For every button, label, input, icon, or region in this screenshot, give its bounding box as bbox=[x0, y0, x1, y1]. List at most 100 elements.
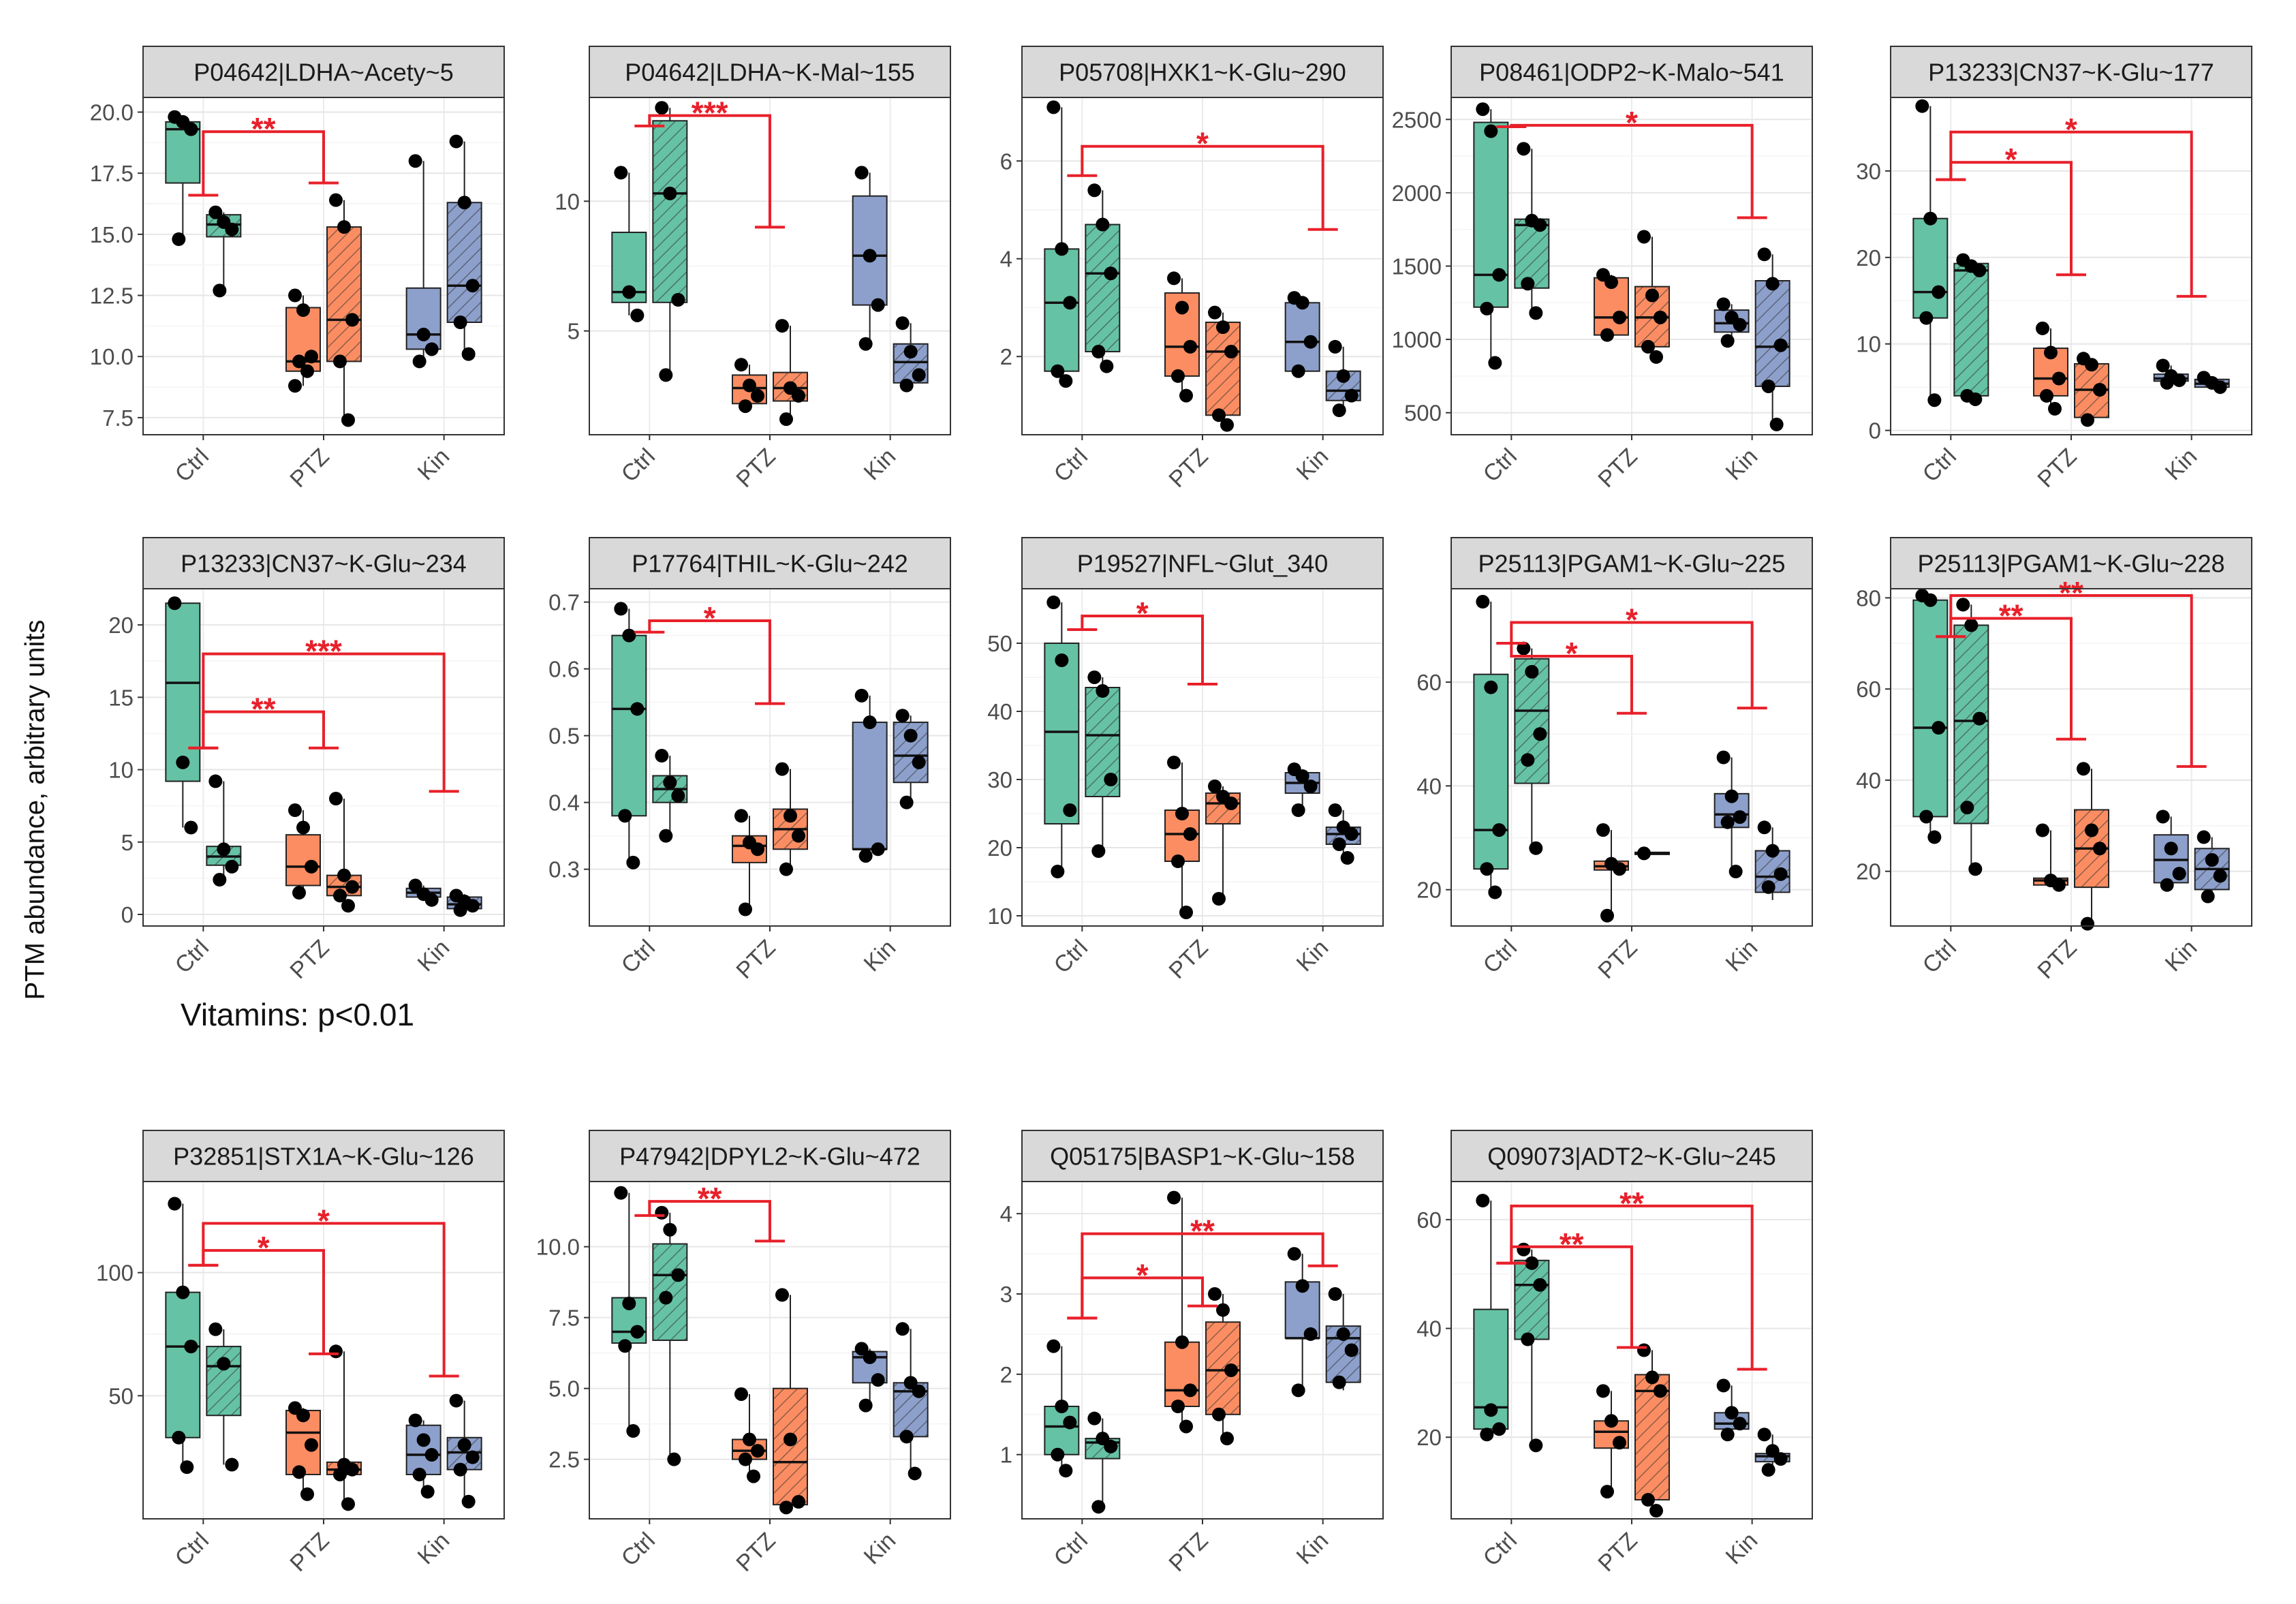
ctrl-hatched-hatching bbox=[653, 121, 687, 303]
y-axis-label: PTM abundance, arbitrary units bbox=[20, 619, 50, 1000]
panel-9: P25113|PGAM1~K-Glu~225 20 40 60 * * Ctrl PTZ Kin bbox=[1416, 537, 1813, 984]
ctrl-hatched-point bbox=[655, 101, 669, 115]
panel-strip bbox=[1021, 46, 1384, 98]
x-tick-label-kin: Kin bbox=[413, 935, 455, 977]
ctrl-hatched-point bbox=[213, 283, 227, 298]
ctrl-hatched-point bbox=[1972, 263, 1987, 277]
ptz-hatched-point bbox=[2093, 842, 2107, 856]
panel-strip bbox=[1890, 46, 2252, 98]
panel-title: Q09073|ADT2~K-Glu~245 bbox=[1487, 1143, 1776, 1171]
panel-title: P05708|HXK1~K-Glu~290 bbox=[1059, 59, 1346, 87]
ctrl-hatched-point bbox=[1104, 1439, 1118, 1453]
x-tick-label-kin: Kin bbox=[413, 444, 455, 486]
x-tick-label-ptz: PTZ bbox=[2032, 935, 2081, 984]
ctrl-hatched-point bbox=[671, 293, 685, 307]
kin-solid-point bbox=[412, 354, 426, 369]
panel-title: P25113|PGAM1~K-Glu~228 bbox=[1918, 550, 2225, 578]
ptz-hatched-point bbox=[333, 1467, 347, 1481]
ctrl-hatched-point bbox=[225, 1458, 239, 1472]
x-tick-label-ctrl: Ctrl bbox=[617, 1528, 660, 1571]
ctrl-hatched-point bbox=[1529, 841, 1543, 855]
ptz-hatched-point bbox=[333, 889, 347, 903]
ptz-hatched-point bbox=[1208, 305, 1222, 320]
kin-hatched-point bbox=[1332, 403, 1346, 418]
y-tick-label: 0 bbox=[121, 902, 134, 927]
ptz-hatched-point bbox=[2081, 916, 2094, 931]
significance-label: ** bbox=[1619, 1186, 1644, 1221]
ptz-solid-point bbox=[734, 1387, 748, 1401]
ctrl-solid-point bbox=[614, 602, 628, 616]
ctrl-hatched-point bbox=[663, 1222, 677, 1237]
kin-hatched-point bbox=[1757, 820, 1771, 835]
y-tick-label: 500 bbox=[1404, 401, 1442, 426]
significance-bracket: * bbox=[1496, 105, 1767, 219]
ptz-solid-point bbox=[1175, 300, 1189, 315]
significance-bracket: * bbox=[1936, 112, 2207, 298]
ptz-hatched-point bbox=[329, 792, 343, 806]
kin-solid-point bbox=[1295, 296, 1309, 310]
ctrl-solid-point bbox=[1063, 296, 1077, 310]
x-tick-label-ptz: PTZ bbox=[1164, 444, 1213, 493]
ctrl-hatched-point bbox=[1104, 773, 1118, 786]
ctrl-solid-box bbox=[1473, 673, 1509, 870]
kin-hatched-point bbox=[1336, 1327, 1350, 1341]
y-tick-label: 1 bbox=[1000, 1443, 1012, 1468]
significance-label: * bbox=[317, 1203, 330, 1238]
ctrl-solid-point bbox=[1492, 268, 1506, 282]
kin-solid-point bbox=[1728, 865, 1743, 879]
kin-hatched-point bbox=[1340, 851, 1354, 865]
ptz-hatched-point bbox=[775, 1288, 789, 1302]
ctrl-solid-box bbox=[1912, 599, 1949, 818]
kin-hatched-point bbox=[1757, 247, 1771, 262]
ctrl-solid-point bbox=[1063, 803, 1077, 817]
ptz-hatched-point bbox=[345, 880, 359, 894]
significance-label: * bbox=[258, 1230, 270, 1265]
x-tick-label-kin: Kin bbox=[1292, 444, 1334, 486]
kin-hatched-point bbox=[1761, 1463, 1775, 1477]
ctrl-solid-point bbox=[630, 702, 645, 716]
y-tick-label: 0.3 bbox=[548, 857, 580, 882]
ptz-hatched-point bbox=[1212, 1407, 1226, 1421]
significance-label: * bbox=[2005, 142, 2017, 177]
x-tick-label-ctrl: Ctrl bbox=[170, 935, 214, 978]
ctrl-hatched-hatching bbox=[1515, 1260, 1549, 1340]
vitamins-footnote: Vitamins: p<0.01 bbox=[181, 997, 415, 1032]
ctrl-solid-point bbox=[1055, 242, 1069, 256]
kin-hatched-point bbox=[903, 728, 918, 743]
kin-hatched-point bbox=[1757, 1428, 1771, 1442]
ptz-solid-point bbox=[1600, 1485, 1614, 1499]
panel-strip bbox=[589, 1130, 951, 1182]
y-tick-label: 60 bbox=[1416, 670, 1442, 695]
kin-hatched-point bbox=[2205, 853, 2219, 867]
y-tick-label: 10 bbox=[1856, 332, 1881, 357]
panel-7: P17764|THIL~K-Glu~242 0.3 0.4 0.5 0.6 0.7 * Ctr… bbox=[548, 537, 951, 984]
ptz-hatched-point bbox=[2077, 762, 2090, 776]
ctrl-solid-box bbox=[1912, 217, 1949, 319]
ctrl-solid-point bbox=[1919, 311, 1934, 325]
bracket-line bbox=[1081, 144, 1324, 230]
ctrl-hatched-point bbox=[1525, 664, 1539, 679]
significance-label: ** bbox=[251, 692, 276, 727]
ctrl-solid-box bbox=[611, 634, 647, 817]
panel-strip bbox=[1021, 1130, 1384, 1182]
ptz-hatched-point bbox=[1654, 310, 1667, 324]
ctrl-solid-point bbox=[1051, 364, 1065, 378]
ptz-solid-point bbox=[1596, 823, 1610, 837]
ctrl-solid-point bbox=[184, 122, 198, 136]
x-tick-label-kin: Kin bbox=[1292, 935, 1334, 977]
panel-title: P08461|ODP2~K-Malo~541 bbox=[1479, 59, 1784, 87]
bracket-line bbox=[1081, 615, 1204, 684]
ctrl-hatched-point bbox=[1517, 641, 1531, 656]
kin-hatched-point bbox=[457, 1438, 471, 1452]
x-tick-label-kin: Kin bbox=[2160, 444, 2203, 486]
kin-hatched-point bbox=[1328, 1287, 1342, 1301]
panel-strip bbox=[589, 46, 951, 98]
ctrl-solid-point bbox=[1476, 102, 1490, 117]
x-tick-label-ctrl: Ctrl bbox=[617, 935, 660, 978]
significance-label: *** bbox=[692, 95, 728, 131]
ctrl-hatched-point bbox=[663, 186, 677, 200]
kin-solid-point bbox=[871, 1373, 885, 1387]
x-tick-label-kin: Kin bbox=[1721, 1528, 1763, 1570]
x-tick-label-ptz: PTZ bbox=[285, 1528, 334, 1577]
y-tick-label: 20 bbox=[1416, 1425, 1442, 1450]
